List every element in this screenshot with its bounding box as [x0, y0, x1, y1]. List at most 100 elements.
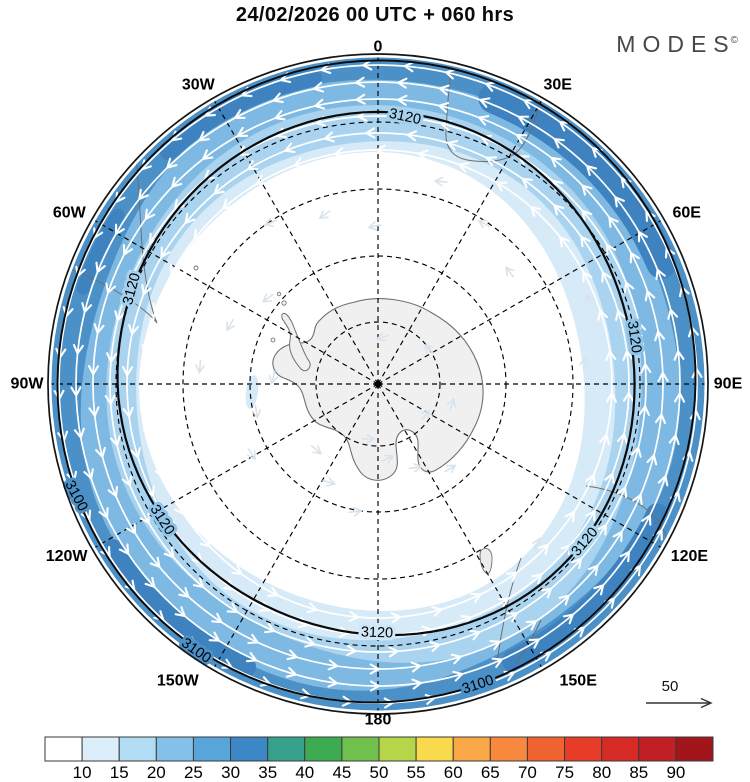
interior-wind-arrow: [584, 292, 594, 307]
streamline-arrowhead: [267, 586, 280, 597]
streamline-arrowhead: [446, 139, 459, 151]
longitude-label-30W: 30W: [182, 76, 216, 93]
streamline-arrowhead: [640, 362, 652, 374]
streamline-arrowhead: [353, 76, 366, 88]
colorbar-tick-label: 85: [629, 763, 648, 782]
streamline-arrowhead: [638, 404, 650, 416]
streamline-arrowhead: [558, 235, 570, 248]
graticule-meridian: [377, 218, 665, 385]
interior-wind-arrow: [322, 477, 337, 487]
streamline-arrowhead: [233, 108, 246, 120]
streamline-arrowhead: [313, 98, 326, 110]
streamline-arrowhead: [599, 433, 610, 445]
streamline-arrowhead: [655, 412, 667, 425]
graticule-meridian: [377, 383, 544, 671]
windspeed-dark-patch-4: [159, 68, 322, 161]
streamline-arrowhead: [333, 147, 345, 159]
streamline-arrowhead: [616, 432, 628, 444]
streamline-arrowhead: [646, 453, 658, 466]
streamline-arrowhead: [72, 343, 84, 356]
streamline-arrowhead: [673, 349, 685, 361]
streamline-arrowhead: [144, 208, 156, 221]
interior-wind-arrow: [408, 462, 423, 473]
streamline-arrowhead: [236, 126, 249, 137]
streamline-arrowhead: [615, 308, 626, 321]
streamline-arrowhead: [522, 99, 535, 110]
streamline-arrowhead: [193, 228, 205, 241]
interior-wind-arrow: [579, 356, 589, 371]
longitude-label-150W: 150W: [157, 672, 200, 689]
streamline-arrowhead: [93, 227, 104, 240]
streamline-arrowhead: [149, 556, 161, 569]
windspeed-dark-patch-2: [103, 539, 257, 677]
streamline-arrowhead: [163, 546, 175, 559]
longitude-label-90W: 90W: [11, 376, 45, 393]
streamline-arrowhead: [558, 594, 571, 606]
streamline-arrowhead: [489, 640, 502, 651]
colorbar-tick-label: 40: [295, 763, 314, 782]
streamline-arrowhead: [558, 120, 571, 132]
interior-wind-arrow: [381, 454, 395, 464]
interior-wind-arrow: [423, 343, 435, 355]
streamline-arrowhead: [585, 509, 596, 522]
streamline-arrowhead: [83, 468, 94, 481]
streamline-arrowhead: [395, 94, 408, 106]
streamline-arrowhead: [53, 389, 65, 402]
colorbar-segment: [601, 736, 640, 762]
longitude-label-150E: 150E: [560, 672, 598, 689]
antarctica-landmass: [272, 298, 484, 481]
streamline-arrowhead: [529, 205, 542, 217]
streamline-arrowhead: [114, 310, 126, 323]
streamline-arrowhead: [273, 109, 286, 121]
streamline-arrowhead: [346, 644, 358, 656]
streamline-arrowhead: [95, 446, 106, 459]
streamline-arrowhead: [616, 485, 628, 498]
streamline-arrowhead: [124, 579, 136, 592]
peninsula-island: [270, 337, 276, 343]
streamline-arrowhead: [608, 215, 619, 228]
streamline-arrowhead: [632, 492, 643, 506]
streamline-arrowhead: [506, 612, 519, 623]
colorbar-segment: [44, 736, 83, 762]
streamline-arrowhead: [581, 184, 593, 196]
streamline-arrowhead: [571, 557, 583, 570]
streamline-arrowhead: [199, 536, 212, 548]
colorbar-tick-label: 25: [184, 763, 203, 782]
streamline-arrowhead: [319, 63, 332, 75]
streamline-arrowhead: [312, 81, 325, 93]
longitude-label-120E: 120E: [671, 548, 709, 565]
streamline-arrowhead: [667, 307, 679, 320]
streamline-arrowhead: [369, 663, 381, 675]
south-pole-marker: [373, 379, 383, 389]
colorbar-segment: [118, 736, 157, 762]
streamline-arrowhead: [437, 84, 450, 96]
streamline-arrowhead: [457, 162, 470, 173]
streamline-arrowhead: [128, 324, 140, 336]
streamline-arrowhead: [515, 134, 528, 145]
streamline-arrowhead: [141, 344, 153, 356]
interior-wind-arrow: [421, 409, 431, 421]
streamline-arrowhead: [405, 130, 418, 142]
colorbar-tick-label: 75: [555, 763, 574, 782]
streamline-arrowhead: [644, 289, 656, 302]
streamline-arrowhead: [221, 198, 234, 210]
streamline-arrowhead: [360, 59, 373, 71]
longitude-label-30E: 30E: [543, 76, 572, 93]
copyright-mark: ©: [730, 35, 738, 46]
reference-arrowhead: [700, 697, 713, 709]
colorbar-tick-label: 55: [407, 763, 426, 782]
streamline-arrowhead: [286, 649, 299, 661]
streamline-arrowhead: [395, 77, 408, 89]
streamline-arrowhead: [469, 629, 482, 641]
streamline-arrowhead: [604, 471, 615, 485]
streamline-arrowhead: [390, 612, 403, 624]
streamline-arrowhead: [537, 543, 550, 555]
reference-wind-arrow: 50: [646, 678, 713, 709]
interior-wind-arrow: [263, 217, 278, 227]
streamline-arrowhead: [550, 156, 562, 168]
streamline-arrowhead: [614, 195, 625, 208]
streamline-arrowhead: [285, 666, 298, 678]
streamline-arrowhead: [231, 564, 244, 576]
streamline-arrowhead: [437, 101, 450, 113]
